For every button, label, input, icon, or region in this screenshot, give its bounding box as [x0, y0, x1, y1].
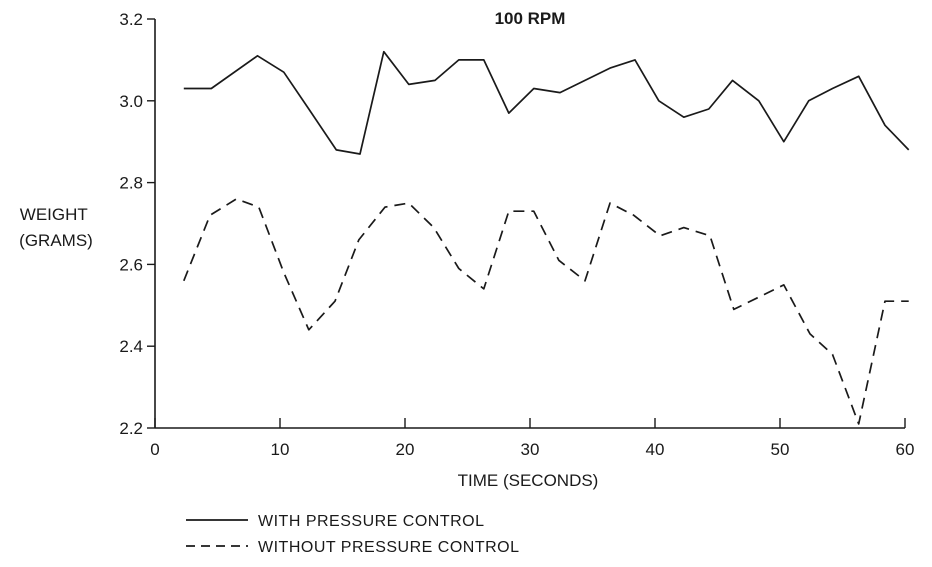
x-tick-label: 60 [896, 440, 915, 459]
y-tick-label: 2.2 [119, 419, 143, 438]
x-ticks: 0 10 20 30 40 50 60 [150, 418, 914, 459]
y-ticks: 2.2 2.4 2.6 2.8 3.0 3.2 [119, 10, 155, 438]
y-tick-label: 3.0 [119, 92, 143, 111]
x-tick-label: 40 [646, 440, 665, 459]
x-tick-label: 50 [771, 440, 790, 459]
x-tick-label: 10 [271, 440, 290, 459]
x-tick-label: 20 [396, 440, 415, 459]
y-axis-label-line-1: WEIGHT [20, 205, 88, 224]
series-line-without-pressure-control [183, 198, 909, 425]
y-tick-label: 3.2 [119, 10, 143, 29]
legend-label-with-pressure-control: WITH PRESSURE CONTROL [258, 513, 485, 530]
y-axis-label: WEIGHT (GRAMS) [19, 205, 93, 250]
x-tick-label: 0 [150, 440, 159, 459]
x-tick-label: 30 [521, 440, 540, 459]
series-layer [183, 50, 910, 425]
legend: WITH PRESSURE CONTROL WITHOUT PRESSURE C… [186, 513, 520, 556]
y-tick-label: 2.4 [119, 337, 143, 356]
x-axis-label: TIME (SECONDS) [458, 471, 599, 490]
y-axis-label-line-2: (GRAMS) [19, 231, 93, 250]
y-tick-label: 2.8 [119, 174, 143, 193]
chart-title: 100 RPM [495, 9, 566, 28]
series-line-with-pressure-control [183, 50, 910, 155]
y-tick-label: 2.6 [119, 255, 143, 274]
legend-label-without-pressure-control: WITHOUT PRESSURE CONTROL [258, 539, 520, 556]
